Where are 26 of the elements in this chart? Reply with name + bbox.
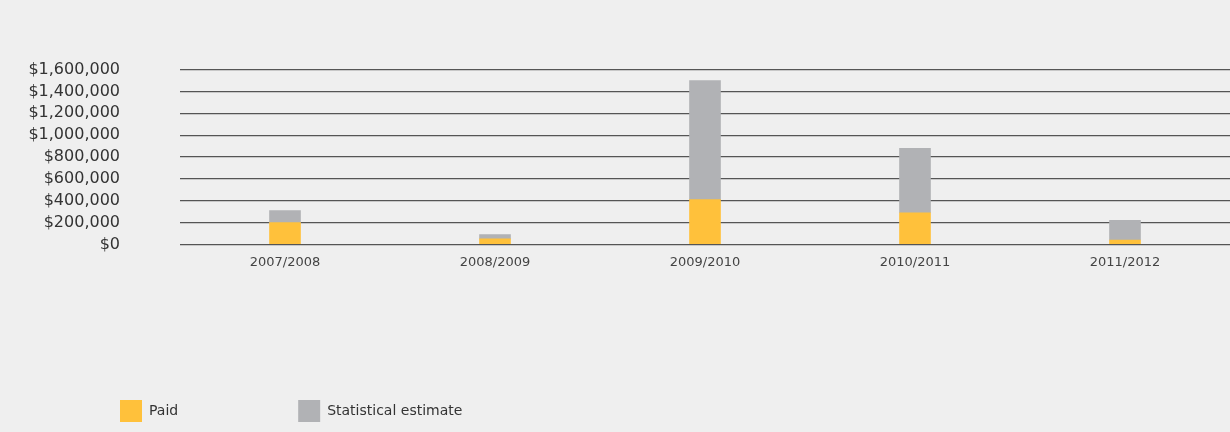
x-tick-label: 2011/2012 bbox=[1089, 253, 1161, 269]
bar bbox=[479, 234, 511, 240]
x-tick-label: 2008/2009 bbox=[459, 253, 531, 269]
y-tick-label: $1,400,000 bbox=[28, 80, 120, 100]
y-tick-label: $1,000,000 bbox=[28, 124, 120, 144]
x-tick-label: 2007/2008 bbox=[249, 253, 321, 269]
legend-label: Statistical estimate bbox=[327, 401, 463, 418]
y-tick-label: $0 bbox=[99, 233, 120, 253]
bar bbox=[269, 210, 301, 223]
y-tick-label: $600,000 bbox=[43, 168, 120, 188]
legend-label: Paid bbox=[149, 401, 179, 418]
y-tick-label: $400,000 bbox=[43, 189, 120, 209]
bar bbox=[1109, 220, 1141, 241]
x-tick-label: 2009/2010 bbox=[669, 253, 741, 269]
bar bbox=[899, 147, 931, 214]
y-tick-label: $200,000 bbox=[43, 211, 120, 231]
bar bbox=[689, 80, 721, 200]
bar bbox=[899, 212, 931, 245]
bar bbox=[269, 222, 301, 245]
y-tick-label: $800,000 bbox=[43, 146, 120, 166]
y-tick-label: $1,600,000 bbox=[28, 58, 120, 78]
bar bbox=[479, 238, 511, 245]
bar bbox=[1109, 239, 1141, 245]
x-tick-label: 2010/2011 bbox=[879, 253, 951, 269]
bar bbox=[689, 199, 721, 245]
y-tick-label: $1,200,000 bbox=[28, 102, 120, 122]
